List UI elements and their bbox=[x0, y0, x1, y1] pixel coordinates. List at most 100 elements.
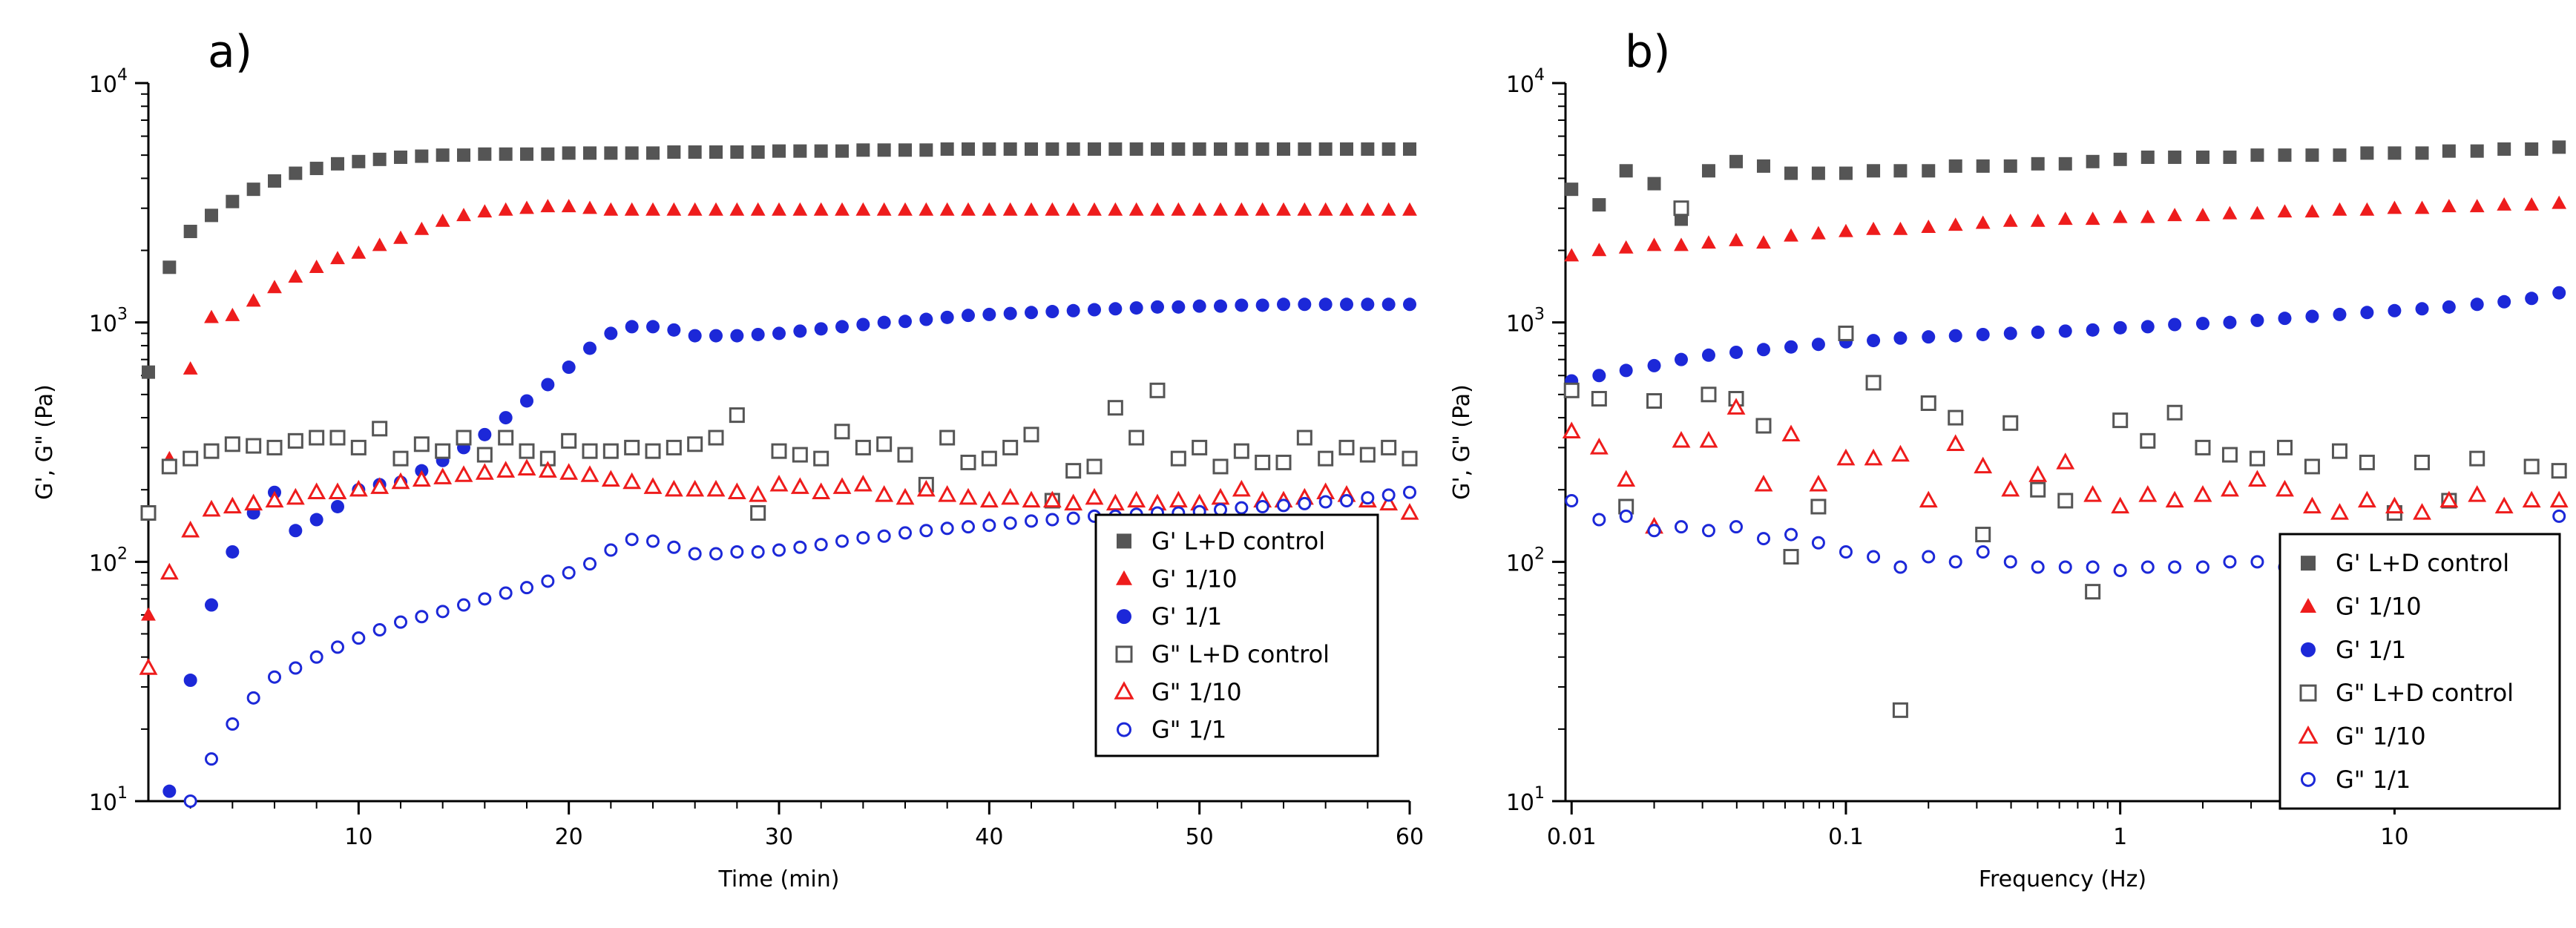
data-point bbox=[162, 260, 177, 274]
data-point bbox=[1171, 202, 1186, 216]
data-point bbox=[1088, 142, 1101, 156]
data-point bbox=[289, 166, 303, 180]
data-point bbox=[1172, 300, 1186, 314]
data-point bbox=[2112, 412, 2129, 429]
y-tick-label: 103 bbox=[89, 306, 128, 338]
data-point bbox=[624, 439, 640, 455]
legend-marker bbox=[2299, 684, 2317, 702]
data-point bbox=[2330, 503, 2349, 520]
data-point bbox=[727, 482, 746, 499]
data-point bbox=[2085, 584, 2101, 600]
data-point bbox=[604, 326, 618, 340]
data-point bbox=[2525, 292, 2539, 306]
data-point bbox=[1003, 306, 1017, 320]
data-point bbox=[1811, 338, 1825, 352]
data-point bbox=[646, 146, 660, 160]
data-point bbox=[1591, 391, 1607, 407]
data-point bbox=[161, 458, 177, 475]
data-point bbox=[1340, 493, 1353, 507]
data-point bbox=[476, 447, 493, 463]
data-point bbox=[2195, 317, 2209, 331]
data-point bbox=[1402, 450, 1418, 467]
data-point bbox=[370, 477, 390, 494]
data-point bbox=[372, 237, 387, 251]
data-point bbox=[646, 320, 660, 334]
data-point bbox=[265, 490, 284, 508]
data-point bbox=[329, 430, 346, 446]
data-point bbox=[289, 524, 303, 538]
panel-a: a) 101 102 103 104 10 20 30 40 50 60 Time (min) G', … bbox=[32, 26, 1424, 892]
data-point bbox=[1277, 297, 1290, 312]
data-point bbox=[1232, 479, 1251, 497]
data-point bbox=[2359, 202, 2375, 216]
data-point bbox=[2086, 323, 2100, 337]
data-point bbox=[2468, 485, 2487, 502]
data-point bbox=[1361, 491, 1375, 505]
data-point bbox=[205, 752, 218, 766]
legend-marker bbox=[1117, 609, 1131, 625]
data-point bbox=[2223, 315, 2237, 329]
data-point bbox=[268, 670, 281, 684]
data-point bbox=[478, 592, 492, 606]
data-point bbox=[1255, 499, 1269, 513]
data-point bbox=[1948, 159, 1962, 173]
data-point bbox=[1646, 237, 1662, 251]
y-tick-label: 102 bbox=[89, 544, 128, 576]
data-point bbox=[813, 450, 829, 467]
data-point bbox=[646, 534, 660, 548]
data-point bbox=[392, 450, 409, 467]
data-point bbox=[372, 152, 387, 166]
data-point bbox=[309, 430, 325, 446]
data-point bbox=[1192, 202, 1207, 216]
data-point bbox=[499, 411, 513, 425]
data-point bbox=[2168, 150, 2182, 164]
data-point bbox=[1214, 299, 1227, 313]
data-point bbox=[162, 784, 177, 798]
x-tick-label: 1 bbox=[2113, 824, 2127, 850]
legend-label: G' 1/10 bbox=[1151, 565, 1238, 593]
data-point bbox=[1298, 496, 1312, 510]
data-point bbox=[2442, 144, 2456, 158]
data-point bbox=[2250, 148, 2264, 162]
data-point bbox=[1920, 395, 1936, 411]
data-point bbox=[2003, 159, 2017, 173]
data-point bbox=[2113, 320, 2127, 335]
legend: G' L+D control G' 1/10 G' 1/1 G" L+D contro… bbox=[1094, 513, 1379, 757]
data-point bbox=[1619, 509, 1633, 523]
data-point bbox=[2003, 555, 2017, 569]
data-point bbox=[2002, 415, 2019, 431]
data-point bbox=[686, 479, 705, 497]
data-point bbox=[2167, 208, 2183, 222]
data-point bbox=[919, 202, 934, 216]
data-point bbox=[1563, 382, 1580, 398]
data-point bbox=[1672, 430, 1691, 448]
data-point bbox=[2031, 157, 2045, 171]
data-point bbox=[1864, 448, 1883, 466]
data-point bbox=[1298, 142, 1312, 156]
data-point bbox=[1589, 438, 1609, 455]
data-point bbox=[1811, 536, 1825, 550]
data-point bbox=[793, 144, 807, 158]
data-point bbox=[2525, 142, 2539, 156]
data-point bbox=[772, 326, 786, 340]
data-point bbox=[1127, 490, 1146, 508]
data-point bbox=[582, 200, 597, 214]
data-point bbox=[1318, 495, 1333, 509]
data-point bbox=[289, 661, 303, 675]
data-point bbox=[981, 450, 997, 467]
data-point bbox=[1726, 398, 1746, 415]
data-point bbox=[2113, 152, 2127, 166]
data-point bbox=[183, 224, 197, 238]
data-point bbox=[205, 208, 218, 223]
data-point bbox=[2140, 560, 2155, 574]
data-point bbox=[1699, 430, 1718, 448]
data-point bbox=[1296, 430, 1312, 446]
data-point bbox=[2001, 479, 2020, 497]
x-tick-label: 60 bbox=[1396, 824, 1424, 850]
data-point bbox=[1361, 297, 1375, 312]
data-point bbox=[2360, 146, 2374, 160]
data-point bbox=[1001, 487, 1020, 505]
data-point bbox=[979, 490, 999, 508]
data-point bbox=[562, 566, 576, 580]
legend-marker bbox=[1114, 681, 1134, 700]
